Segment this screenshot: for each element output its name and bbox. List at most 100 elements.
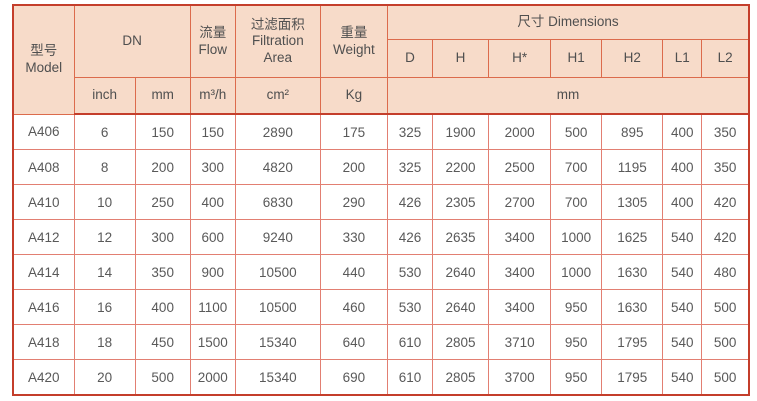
col-header-h2: H2: [601, 39, 664, 78]
dim-h-cell: 2805: [431, 359, 490, 396]
weight-cell: 290: [319, 184, 388, 220]
dim-d-cell: 530: [386, 254, 434, 290]
dim-h-cell: 2640: [431, 289, 490, 325]
dim-hstar-cell: 2700: [488, 184, 552, 220]
dim-h2-cell: 1305: [601, 184, 664, 220]
dim-l1-cell: 540: [662, 289, 703, 325]
inch-cell: 8: [73, 149, 136, 185]
dim-h2-cell: 1195: [601, 149, 664, 185]
table-row: A418 18 450 1500 15340 640 610 2805 3710…: [12, 324, 750, 360]
dim-l2-cell: 500: [701, 289, 750, 325]
inch-cell: 18: [73, 324, 136, 360]
mm-cell: 200: [134, 149, 191, 185]
weight-cell: 200: [319, 149, 388, 185]
dim-h1-cell: 700: [550, 149, 603, 185]
flow-cell: 600: [189, 219, 236, 255]
dim-h-cell: 2200: [431, 149, 490, 185]
mm-cell: 250: [134, 184, 191, 220]
dim-h2-cell: 1795: [601, 324, 664, 360]
unit-area: cm²: [234, 77, 321, 115]
spec-table: 型号 Model DN 流量 Flow 过滤面积 Filtration Area…: [12, 4, 750, 396]
dim-h2-cell: 1630: [601, 254, 664, 290]
dim-h2-cell: 895: [601, 113, 664, 150]
col-header-l2: L2: [701, 39, 750, 78]
dim-h-cell: 2305: [431, 184, 490, 220]
area-cell: 2890: [234, 113, 321, 150]
dim-l2-cell: 480: [701, 254, 750, 290]
table-row: A416 16 400 1100 10500 460 530 2640 3400…: [12, 289, 750, 325]
inch-cell: 12: [73, 219, 136, 255]
col-header-flow: 流量 Flow: [189, 4, 236, 78]
header-row-units: inch mm m³/h cm² Kg mm: [13, 77, 750, 115]
weight-cell: 690: [319, 359, 388, 396]
unit-weight: Kg: [319, 77, 388, 115]
dim-l1-cell: 540: [662, 219, 703, 255]
model-cell: A420: [12, 359, 75, 396]
dim-h1-cell: 1000: [550, 219, 603, 255]
dim-h-cell: 2640: [431, 254, 490, 290]
inch-cell: 6: [73, 113, 136, 150]
dim-l2-cell: 420: [701, 184, 750, 220]
col-header-dn: DN: [73, 4, 191, 78]
model-cell: A418: [12, 324, 75, 360]
weight-cell: 175: [319, 113, 388, 150]
dim-h1-cell: 950: [550, 289, 603, 325]
dim-h1-cell: 500: [550, 113, 603, 150]
dim-h2-cell: 1795: [601, 359, 664, 396]
dim-l1-cell: 400: [662, 113, 703, 150]
header-row-1: 型号 Model DN 流量 Flow 过滤面积 Filtration Area…: [12, 4, 750, 115]
col-header-dimensions: 尺寸 Dimensions: [386, 4, 750, 40]
model-cell: A410: [12, 184, 75, 220]
mm-cell: 450: [134, 324, 191, 360]
dim-hstar-cell: 3400: [488, 289, 552, 325]
dim-h2-cell: 1625: [601, 219, 664, 255]
dim-hstar-cell: 2000: [488, 113, 552, 150]
unit-flow: m³/h: [189, 77, 236, 115]
inch-cell: 20: [73, 359, 136, 396]
mm-cell: 150: [134, 113, 191, 150]
dim-h-cell: 2635: [431, 219, 490, 255]
dim-l1-cell: 400: [662, 149, 703, 185]
area-cell: 6830: [234, 184, 321, 220]
area-cell: 15340: [234, 324, 321, 360]
mm-cell: 350: [134, 254, 191, 290]
flow-cell: 1100: [189, 289, 236, 325]
col-header-d: D: [386, 39, 434, 78]
weight-cell: 330: [319, 219, 388, 255]
dim-d-cell: 325: [386, 149, 434, 185]
dim-d-cell: 426: [386, 184, 434, 220]
area-cell: 4820: [234, 149, 321, 185]
weight-cell: 640: [319, 324, 388, 360]
dim-d-cell: 610: [386, 324, 434, 360]
dim-l1-cell: 540: [662, 324, 703, 360]
col-header-h-star: H*: [488, 39, 552, 78]
model-cell: A406: [12, 113, 75, 150]
dim-d-cell: 610: [386, 359, 434, 396]
mm-cell: 500: [134, 359, 191, 396]
area-cell: 9240: [234, 219, 321, 255]
model-cell: A414: [12, 254, 75, 290]
dim-d-cell: 530: [386, 289, 434, 325]
weight-cell: 460: [319, 289, 388, 325]
table-row: A414 14 350 900 10500 440 530 2640 3400 …: [12, 254, 750, 290]
dim-hstar-cell: 3700: [488, 359, 552, 396]
flow-cell: 2000: [189, 359, 236, 396]
col-header-h1: H1: [550, 39, 603, 78]
header-row-2: D H H* H1 H2 L1 L2: [13, 39, 750, 78]
dim-h1-cell: 700: [550, 184, 603, 220]
area-cell: 10500: [234, 254, 321, 290]
dim-l2-cell: 350: [701, 113, 750, 150]
col-header-l1: L1: [662, 39, 703, 78]
flow-cell: 900: [189, 254, 236, 290]
unit-mm: mm: [134, 77, 191, 115]
mm-cell: 400: [134, 289, 191, 325]
dim-l2-cell: 500: [701, 324, 750, 360]
weight-cell: 440: [319, 254, 388, 290]
inch-cell: 14: [73, 254, 136, 290]
dim-hstar-cell: 3710: [488, 324, 552, 360]
dim-h1-cell: 950: [550, 324, 603, 360]
dim-l1-cell: 540: [662, 254, 703, 290]
col-header-weight: 重量 Weight: [319, 4, 388, 78]
col-header-filtration-area: 过滤面积 Filtration Area: [234, 4, 321, 78]
